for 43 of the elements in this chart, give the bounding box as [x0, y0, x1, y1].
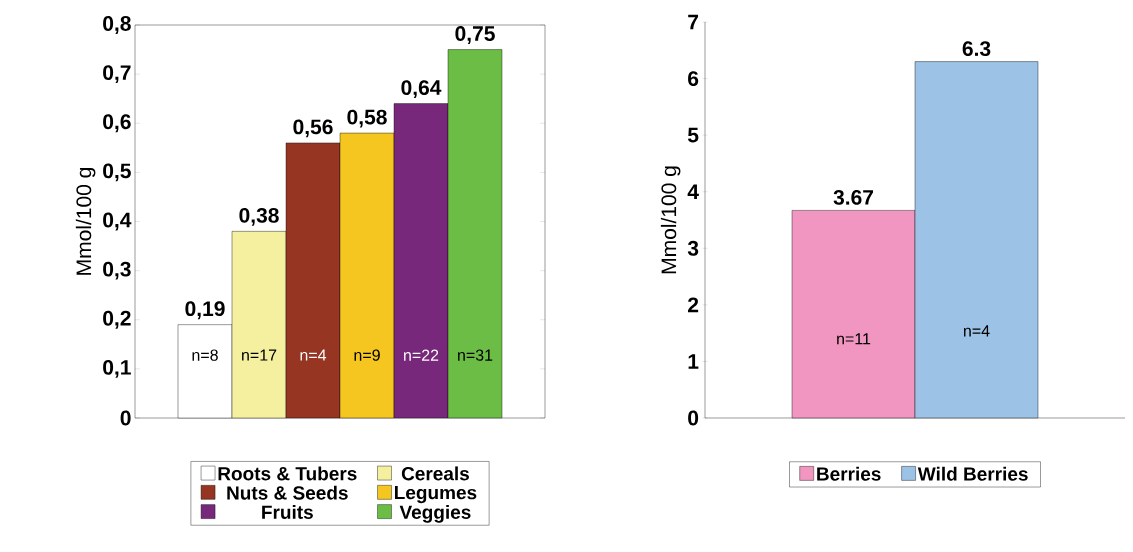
- legend-label: Berries: [817, 466, 881, 481]
- data-label: 0,19: [185, 301, 225, 320]
- annotation: n=8: [192, 349, 218, 361]
- y-tick-label: 3: [687, 240, 699, 256]
- y-tick-label: 0,1: [103, 359, 131, 378]
- y-tick-label: 0,6: [103, 114, 131, 133]
- annotation: n=17: [242, 349, 277, 361]
- y-tick-label: 0,4: [103, 212, 132, 231]
- data-label: 0,38: [239, 207, 279, 226]
- data-label: 0,56: [293, 119, 333, 138]
- legend-label: Veggies: [399, 504, 471, 523]
- annotation: n=4: [300, 349, 327, 361]
- y-tick-label: 1: [688, 354, 699, 369]
- legend-label: Roots & Tubers: [218, 466, 357, 481]
- y-tick-label: 2: [688, 297, 699, 313]
- data-label: 0,58: [347, 109, 387, 128]
- y-axis-title: Mmol/100 g: [660, 166, 681, 274]
- text: Fruits: [262, 504, 313, 519]
- y-tick-label: 7: [688, 14, 699, 30]
- y-tick-label: 0,8: [103, 16, 131, 34]
- y-tick-label: 0: [688, 410, 699, 426]
- annotation: n=31: [458, 349, 493, 361]
- legend-label: Nuts & Seeds: [227, 485, 348, 500]
- legend-label: Legumes: [394, 486, 477, 504]
- y-tick-label: 6: [688, 71, 699, 87]
- legend-label: Wild Berries: [917, 466, 1028, 481]
- data-label: 3.67: [833, 189, 874, 205]
- y-tick-label: 0: [120, 410, 131, 426]
- y-tick-label: 0,3: [103, 261, 131, 280]
- legend-label: Cereals: [401, 466, 469, 481]
- annotation: n=9: [354, 349, 380, 361]
- y-tick-label: 5: [687, 127, 699, 143]
- y-tick-label: 0,5: [103, 163, 131, 182]
- y-tick-label: 0,2: [103, 310, 131, 329]
- data-label: 6.3: [962, 41, 991, 57]
- annotation: n=22: [404, 349, 439, 361]
- y-tick-label: 0,7: [103, 65, 131, 84]
- y-tick-label: 4: [687, 184, 699, 199]
- annotation: n=11: [837, 333, 871, 345]
- data-label: 0,64: [401, 80, 442, 99]
- data-label: 0,75: [455, 26, 495, 45]
- y-axis-title: Mmol/100 g: [75, 168, 96, 275]
- annotation: n=4: [964, 325, 990, 337]
